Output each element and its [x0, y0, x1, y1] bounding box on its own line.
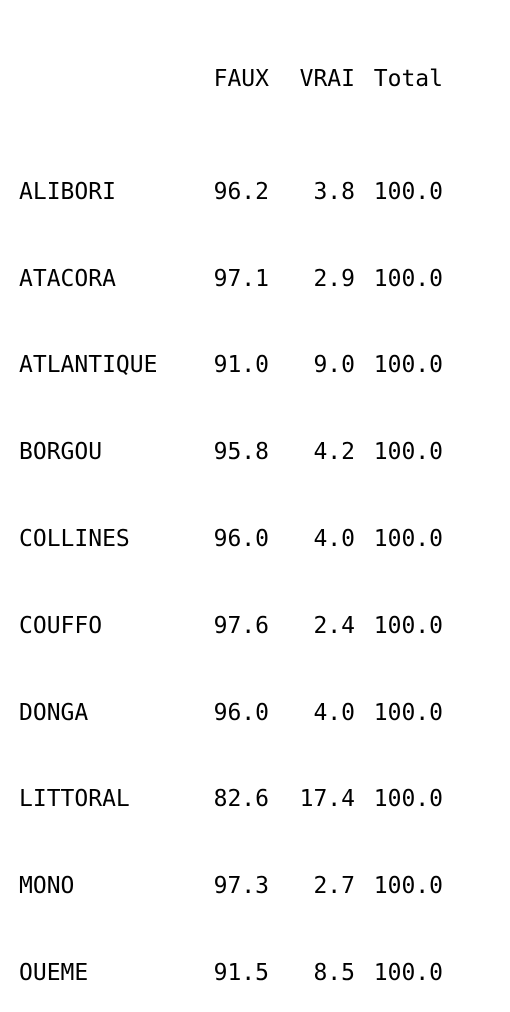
cell-faux: 97.6	[213, 612, 269, 639]
cell-vrai: 2.9	[313, 265, 355, 292]
cell-total: 100.0	[373, 873, 443, 900]
table-row: COUFFO 97.6 2.4 100.0	[19, 609, 443, 644]
row-label: COUFFO	[19, 612, 103, 639]
cell-vrai: 4.0	[313, 699, 355, 726]
table-row: MONO 97.3 2.7 100.0	[19, 869, 443, 904]
cell-vrai: 17.4	[299, 786, 355, 813]
cell-vrai: 2.4	[313, 612, 355, 639]
cell-vrai: 4.0	[313, 525, 355, 552]
table-row: LITTORAL 82.6 17.4 100.0	[19, 782, 443, 817]
row-label: COLLINES	[19, 525, 130, 552]
table-row: OUEME 91.5 8.5 100.0	[19, 956, 443, 991]
header-cell-total: Total	[373, 66, 443, 92]
cell-faux: 91.0	[213, 352, 269, 379]
row-label: DONGA	[19, 699, 89, 726]
header-row: FAUX VRAI Total	[19, 62, 443, 97]
header-cell-index	[19, 62, 181, 97]
cell-total: 100.0	[373, 612, 443, 639]
cell-total: 100.0	[373, 786, 443, 813]
cell-vrai: 9.0	[313, 352, 355, 379]
table-row: COLLINES 96.0 4.0 100.0	[19, 522, 443, 557]
header-cell-vrai: VRAI	[299, 66, 355, 92]
row-label: OUEME	[19, 959, 89, 986]
cell-vrai: 2.7	[313, 873, 355, 900]
cell-total: 100.0	[373, 352, 443, 379]
cell-faux: 97.3	[213, 873, 269, 900]
crosstab-output: FAUX VRAI Total ALIBORI 96.2 3.8 100.0 A…	[19, 10, 443, 1012]
table-row: DONGA 96.0 4.0 100.0	[19, 696, 443, 731]
cell-vrai: 3.8	[313, 178, 355, 205]
row-label: ALIBORI	[19, 178, 116, 205]
cell-faux: 91.5	[213, 959, 269, 986]
row-label: ATLANTIQUE	[19, 352, 158, 379]
row-label: LITTORAL	[19, 786, 130, 813]
cell-total: 100.0	[373, 265, 443, 292]
cell-faux: 97.1	[213, 265, 269, 292]
cell-total: 100.0	[373, 178, 443, 205]
cell-total: 100.0	[373, 525, 443, 552]
row-label: ATACORA	[19, 265, 116, 292]
cell-faux: 96.0	[213, 525, 269, 552]
cell-total: 100.0	[373, 439, 443, 466]
table-row: ALIBORI 96.2 3.8 100.0	[19, 175, 443, 210]
cell-faux: 95.8	[213, 439, 269, 466]
cell-faux: 96.2	[213, 178, 269, 205]
cell-total: 100.0	[373, 959, 443, 986]
cell-vrai: 8.5	[313, 959, 355, 986]
table-row: BORGOU 95.8 4.2 100.0	[19, 435, 443, 470]
cell-vrai: 4.2	[313, 439, 355, 466]
cell-faux: 82.6	[213, 786, 269, 813]
row-label: MONO	[19, 873, 75, 900]
cell-total: 100.0	[373, 699, 443, 726]
table-row: ATLANTIQUE 91.0 9.0 100.0	[19, 348, 443, 383]
cell-faux: 96.0	[213, 699, 269, 726]
header-cell-faux: FAUX	[213, 66, 269, 92]
table-row: ATACORA 97.1 2.9 100.0	[19, 262, 443, 297]
row-label: BORGOU	[19, 439, 103, 466]
